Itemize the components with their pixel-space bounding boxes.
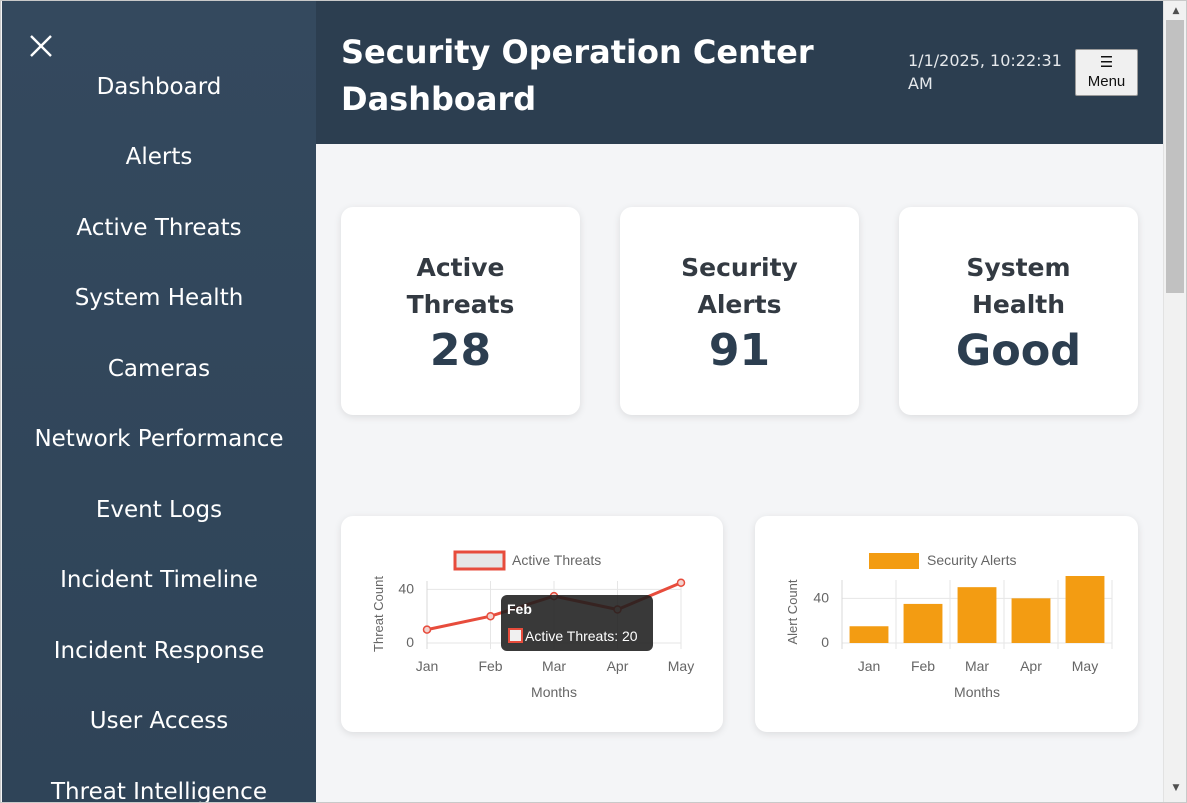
menu-button[interactable]: ☰ Menu xyxy=(1075,49,1138,96)
tooltip-swatch xyxy=(508,628,523,643)
header: Security Operation Center Dashboard 1/1/… xyxy=(316,1,1163,144)
sidebar-item-alerts[interactable]: Alerts xyxy=(125,144,193,170)
bar xyxy=(957,587,997,643)
x-tick-label: Feb xyxy=(911,658,935,674)
sidebar-item-cameras[interactable]: Cameras xyxy=(107,356,211,382)
main-content: Active Threats 28 Security Alerts 91 Sys… xyxy=(316,144,1163,802)
vertical-scrollbar[interactable]: ▲ ▼ xyxy=(1163,1,1186,802)
x-axis-title: Months xyxy=(954,684,1000,700)
stat-card-system-health: System Health Good xyxy=(899,207,1138,415)
stat-card-security-alerts: Security Alerts 91 xyxy=(620,207,859,415)
tooltip-box xyxy=(501,595,653,651)
stat-label: System Health xyxy=(966,253,1071,319)
y-axis-title: Alert Count xyxy=(785,579,800,644)
sidebar-item-user-access[interactable]: User Access xyxy=(89,708,229,734)
alerts-bar-chart[interactable]: 40 0 Jan Feb Mar Apr May Months Alert Count Secur… xyxy=(755,516,1138,732)
y-tick-label: 40 xyxy=(398,580,414,596)
stat-label: Security Alerts xyxy=(681,253,798,319)
stat-label: Active Threats xyxy=(406,253,515,319)
tooltip-title: Feb xyxy=(507,601,532,617)
x-tick-label: Apr xyxy=(607,658,629,674)
x-tick-label: May xyxy=(668,658,694,674)
y-axis-title: Threat Count xyxy=(371,576,386,652)
menu-button-label: Menu xyxy=(1087,73,1126,90)
data-point xyxy=(676,578,686,587)
legend-label: Security Alerts xyxy=(927,552,1016,568)
scrollbar-thumb[interactable] xyxy=(1166,20,1184,293)
x-tick-label: Feb xyxy=(478,658,502,674)
stat-value: Good xyxy=(955,326,1082,376)
y-tick-label: 0 xyxy=(821,634,829,650)
y-tick-label: 0 xyxy=(406,634,414,650)
tooltip-text: Active Threats: 20 xyxy=(525,628,638,644)
alerts-chart-card: 40 0 Jan Feb Mar Apr May Months Alert Count Secur… xyxy=(755,516,1138,732)
data-point xyxy=(486,611,495,621)
page-title: Security Operation Center Dashboard xyxy=(341,33,814,118)
sidebar-item-network-performance[interactable]: Network Performance xyxy=(34,426,284,452)
chart-tooltip: Feb Active Threats: 20 xyxy=(501,595,653,651)
stat-value: 28 xyxy=(429,325,492,376)
legend-swatch xyxy=(869,553,919,569)
bar xyxy=(849,626,889,643)
bar xyxy=(1065,576,1105,643)
x-axis-title: Months xyxy=(531,684,577,700)
sidebar-item-dashboard[interactable]: Dashboard xyxy=(96,74,222,100)
scroll-up-arrow-icon[interactable]: ▲ xyxy=(1172,6,1180,16)
sidebar-item-incident-response[interactable]: Incident Response xyxy=(53,638,265,664)
x-tick-label: Jan xyxy=(858,658,881,674)
x-tick-label: Jan xyxy=(416,658,439,674)
x-tick-label: Mar xyxy=(965,658,989,674)
stat-value: 91 xyxy=(708,325,771,376)
sidebar-item-threat-intelligence[interactable]: Threat Intelligence xyxy=(51,779,267,803)
hamburger-icon: ☰ xyxy=(1099,54,1114,71)
legend-label: Active Threats xyxy=(512,552,601,568)
sidebar-item-event-logs[interactable]: Event Logs xyxy=(95,497,223,523)
x-tick-label: Mar xyxy=(542,658,566,674)
sidebar: Dashboard Alerts Active Threats System H… xyxy=(2,1,316,803)
bar xyxy=(903,603,943,643)
close-icon[interactable] xyxy=(28,33,54,59)
bar xyxy=(1011,598,1051,643)
legend-swatch xyxy=(453,550,506,571)
stat-card-active-threats: Active Threats 28 xyxy=(341,207,580,415)
sidebar-item-system-health[interactable]: System Health xyxy=(74,285,244,311)
sidebar-item-active-threats[interactable]: Active Threats xyxy=(76,215,242,241)
x-tick-label: Apr xyxy=(1020,658,1042,674)
scroll-down-arrow-icon[interactable]: ▼ xyxy=(1172,783,1180,793)
y-tick-label: 40 xyxy=(813,589,829,605)
data-point xyxy=(422,625,432,634)
sidebar-item-incident-timeline[interactable]: Incident Timeline xyxy=(60,567,258,593)
threats-chart-card: 40 0 Jan Feb Mar Apr May Months Threat Count Acti… xyxy=(341,516,723,732)
x-tick-label: May xyxy=(1072,658,1098,674)
datetime-display: 1/1/2025, 10:22:31 AM xyxy=(908,51,1062,93)
